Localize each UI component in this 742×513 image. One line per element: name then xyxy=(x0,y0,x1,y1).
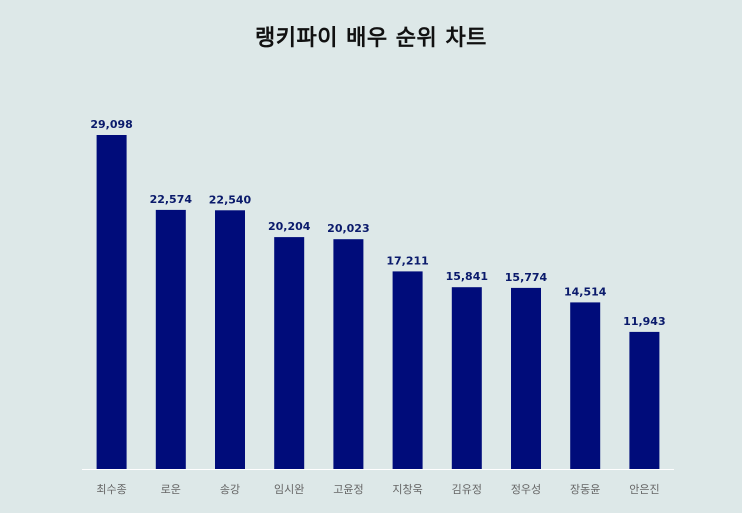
value-label: 20,023 xyxy=(327,222,369,235)
bar-5 xyxy=(333,239,364,469)
bar-3 xyxy=(215,210,245,470)
value-label: 11,943 xyxy=(623,315,665,328)
value-label: 22,574 xyxy=(150,193,193,206)
bar-7 xyxy=(451,287,482,469)
bar-6 xyxy=(392,271,423,469)
x-tick-label: 안은진 xyxy=(629,483,659,496)
value-label: 15,774 xyxy=(505,271,548,284)
x-tick-label: 고윤정 xyxy=(333,483,363,496)
value-label: 20,204 xyxy=(268,220,311,233)
bar-8 xyxy=(511,287,541,469)
bar-9 xyxy=(570,302,601,469)
x-tick-label: 장동윤 xyxy=(570,483,600,496)
value-label: 17,211 xyxy=(386,254,428,267)
value-label: 22,540 xyxy=(209,193,252,206)
bars-layer xyxy=(96,135,660,470)
value-label: 14,514 xyxy=(564,285,607,298)
x-tick-label: 김유정 xyxy=(452,483,482,496)
x-tick-label: 정우성 xyxy=(511,483,541,496)
value-label: 15,841 xyxy=(446,270,488,283)
x-tick-label: 임시완 xyxy=(274,483,304,496)
bar-10 xyxy=(629,331,660,469)
x-tick-label: 지창욱 xyxy=(392,483,422,496)
bar-4 xyxy=(274,237,305,469)
tick-labels-layer: 최수종 로운 송강 임시완 고윤정 지창욱 김유정 정우성 장동윤 안은진 xyxy=(96,483,659,496)
bar-1 xyxy=(96,135,127,469)
x-tick-label: 로운 xyxy=(161,483,181,496)
x-tick-label: 송강 xyxy=(220,483,240,496)
bar-2 xyxy=(155,209,186,469)
x-tick-label: 최수종 xyxy=(96,483,126,496)
value-labels-layer: 29,098 22,574 22,540 20,204 20,023 17,211 15,8… xyxy=(90,118,665,328)
chart-title: 랭키파이 배우 순위 차트 xyxy=(255,26,487,51)
value-label: 29,098 xyxy=(90,118,132,131)
